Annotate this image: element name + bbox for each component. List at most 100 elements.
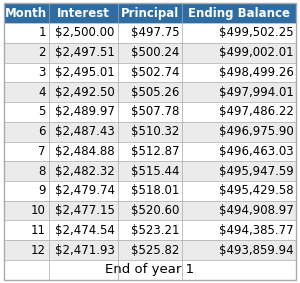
Text: 2: 2 xyxy=(38,46,46,59)
Bar xyxy=(118,3,182,23)
Text: Month: Month xyxy=(5,7,47,20)
Bar xyxy=(4,3,49,23)
Text: $497,994.01: $497,994.01 xyxy=(218,86,293,99)
Bar xyxy=(49,63,118,82)
Bar xyxy=(118,220,182,240)
Text: $496,463.03: $496,463.03 xyxy=(219,145,293,158)
Bar xyxy=(49,220,118,240)
Text: $525.82: $525.82 xyxy=(131,243,179,256)
Text: $518.01: $518.01 xyxy=(131,184,179,197)
Text: $2,492.50: $2,492.50 xyxy=(55,86,115,99)
Text: $495,947.59: $495,947.59 xyxy=(219,165,293,178)
Bar xyxy=(49,43,118,63)
Bar xyxy=(4,23,49,43)
Bar xyxy=(4,220,49,240)
Bar xyxy=(118,161,182,181)
Bar xyxy=(49,142,118,161)
Text: Ending Balance: Ending Balance xyxy=(188,7,290,20)
Bar xyxy=(4,240,49,260)
Bar xyxy=(182,201,296,220)
Bar xyxy=(4,142,49,161)
Text: $500.24: $500.24 xyxy=(131,46,179,59)
Text: $2,497.51: $2,497.51 xyxy=(55,46,115,59)
Text: $505.26: $505.26 xyxy=(131,86,179,99)
Text: $507.78: $507.78 xyxy=(131,105,179,118)
Bar xyxy=(182,23,296,43)
Bar xyxy=(182,3,296,23)
Text: 3: 3 xyxy=(39,66,46,79)
Bar xyxy=(49,122,118,142)
Text: $520.60: $520.60 xyxy=(131,204,179,217)
Text: 4: 4 xyxy=(38,86,46,99)
Bar xyxy=(182,142,296,161)
Bar xyxy=(49,201,118,220)
Text: $499,002.01: $499,002.01 xyxy=(219,46,293,59)
Bar xyxy=(118,201,182,220)
Text: Interest: Interest xyxy=(57,7,110,20)
Text: $2,495.01: $2,495.01 xyxy=(55,66,115,79)
Bar xyxy=(182,181,296,201)
Text: End of year 1: End of year 1 xyxy=(105,263,195,276)
Text: $494,908.97: $494,908.97 xyxy=(219,204,293,217)
Text: $2,474.54: $2,474.54 xyxy=(55,224,115,237)
Text: $494,385.77: $494,385.77 xyxy=(219,224,293,237)
Bar xyxy=(4,181,49,201)
Bar xyxy=(4,63,49,82)
Text: $512.87: $512.87 xyxy=(131,145,179,158)
Text: $510.32: $510.32 xyxy=(131,125,179,138)
Text: 1: 1 xyxy=(38,27,46,40)
Bar xyxy=(4,260,296,280)
Text: $2,489.97: $2,489.97 xyxy=(55,105,115,118)
Text: $2,482.32: $2,482.32 xyxy=(55,165,115,178)
Text: 6: 6 xyxy=(38,125,46,138)
Text: $496,975.90: $496,975.90 xyxy=(219,125,293,138)
Bar xyxy=(49,82,118,102)
Text: $2,471.93: $2,471.93 xyxy=(55,243,115,256)
Bar xyxy=(4,122,49,142)
Text: 7: 7 xyxy=(38,145,46,158)
Bar xyxy=(4,82,49,102)
Bar xyxy=(4,43,49,63)
Bar xyxy=(182,122,296,142)
Bar xyxy=(118,43,182,63)
Text: $2,477.15: $2,477.15 xyxy=(55,204,115,217)
Bar xyxy=(118,23,182,43)
Bar xyxy=(182,161,296,181)
Bar xyxy=(118,181,182,201)
Bar xyxy=(4,102,49,122)
Text: $497,486.22: $497,486.22 xyxy=(218,105,293,118)
Bar xyxy=(49,240,118,260)
Text: $523.21: $523.21 xyxy=(131,224,179,237)
Bar xyxy=(118,63,182,82)
Text: $497.75: $497.75 xyxy=(130,27,179,40)
Text: $499,502.25: $499,502.25 xyxy=(219,27,293,40)
Text: $502.74: $502.74 xyxy=(131,66,179,79)
Bar xyxy=(4,161,49,181)
Text: 11: 11 xyxy=(31,224,46,237)
Text: 12: 12 xyxy=(31,243,46,256)
Text: $515.44: $515.44 xyxy=(131,165,179,178)
Text: $493,859.94: $493,859.94 xyxy=(219,243,293,256)
Bar xyxy=(4,201,49,220)
Bar xyxy=(182,102,296,122)
Bar xyxy=(182,220,296,240)
Text: $2,479.74: $2,479.74 xyxy=(55,184,115,197)
Bar xyxy=(49,161,118,181)
Bar xyxy=(49,3,118,23)
Bar xyxy=(118,122,182,142)
Text: 5: 5 xyxy=(39,105,46,118)
Bar xyxy=(182,63,296,82)
Text: 9: 9 xyxy=(38,184,46,197)
Bar xyxy=(118,82,182,102)
Bar xyxy=(49,23,118,43)
Text: $2,500.00: $2,500.00 xyxy=(56,27,115,40)
Bar xyxy=(49,102,118,122)
Text: $2,487.43: $2,487.43 xyxy=(55,125,115,138)
Text: $495,429.58: $495,429.58 xyxy=(219,184,293,197)
Text: Principal: Principal xyxy=(121,7,179,20)
Bar xyxy=(118,102,182,122)
Bar xyxy=(182,43,296,63)
Bar xyxy=(49,181,118,201)
Text: $498,499.26: $498,499.26 xyxy=(218,66,293,79)
Bar xyxy=(118,142,182,161)
